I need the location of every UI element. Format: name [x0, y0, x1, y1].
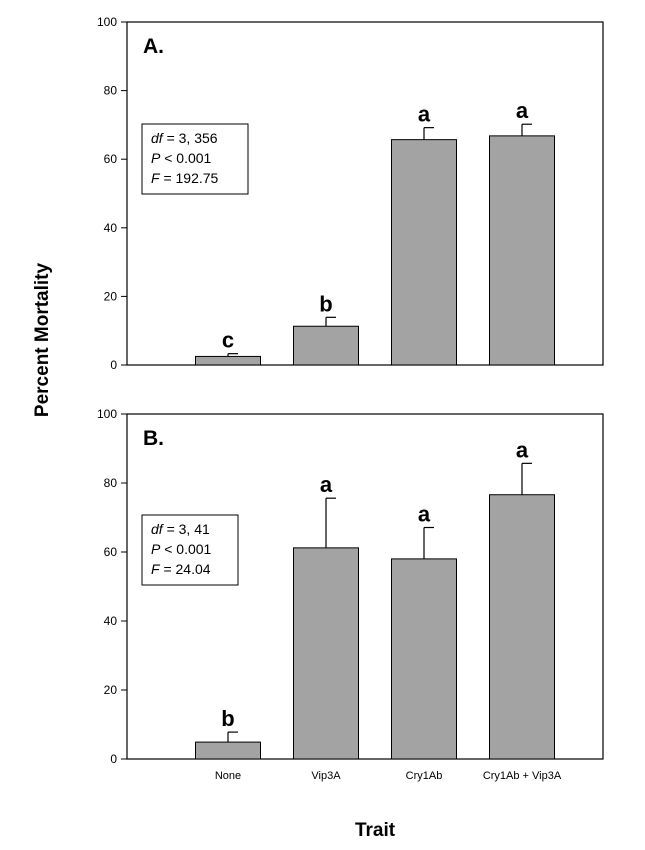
y-tick-label: 60 [104, 545, 118, 559]
significance-letter: a [418, 102, 431, 127]
y-tick-label: 0 [110, 752, 117, 766]
y-tick-label: 80 [104, 84, 118, 98]
stats-line: P < 0.001 [151, 150, 212, 166]
significance-letter: b [319, 291, 332, 316]
plot-frame [126, 21, 604, 366]
x-tick-label: Vip3A [311, 770, 341, 782]
significance-letter: a [516, 437, 529, 462]
significance-letter: a [516, 98, 529, 123]
stats-box [141, 123, 249, 195]
y-axis-title: Percent Mortality [32, 262, 53, 417]
chart-panel-a: 0 20 40 60 80 100 c b a a A. df = 3, 356 P < 0.001 F … [97, 15, 604, 372]
y-tick-label: 80 [104, 476, 118, 490]
bar [195, 355, 261, 366]
stats-line: df = 3, 356 [151, 130, 218, 146]
bar [489, 135, 555, 366]
x-tick-label: None [215, 770, 241, 782]
x-tick-label: Cry1Ab [406, 770, 443, 782]
stats-line: df = 3, 41 [151, 521, 210, 537]
bar [391, 558, 457, 760]
bar [489, 494, 555, 760]
significance-letter: a [418, 502, 431, 527]
stats-line: P < 0.001 [151, 541, 212, 557]
x-tick-label: Cry1Ab + Vip3A [483, 770, 562, 782]
stats-line: F = 24.04 [151, 561, 211, 577]
y-tick-label: 20 [104, 683, 118, 697]
y-tick-label: 20 [104, 289, 118, 303]
y-tick-label: 100 [97, 15, 117, 29]
significance-letter: b [221, 706, 234, 731]
x-axis-title: Trait [355, 820, 396, 841]
panel-label: A. [143, 35, 164, 58]
bar [391, 139, 457, 366]
stats-line: F = 192.75 [151, 170, 219, 186]
significance-letter: c [222, 328, 234, 353]
y-tick-label: 40 [104, 221, 118, 235]
y-tick-label: 0 [110, 358, 117, 372]
stats-box [141, 514, 239, 586]
bar [195, 741, 261, 760]
y-tick-label: 100 [97, 407, 117, 421]
bar [293, 325, 359, 366]
y-tick-label: 40 [104, 614, 118, 628]
y-tick-label: 60 [104, 152, 118, 166]
chart-panel-b: 0 20 40 60 80 100 b a a a B. df = 3, 41 P < 0.001 F =… [97, 407, 604, 782]
plot-frame [126, 413, 604, 760]
bar [293, 547, 359, 760]
significance-letter: a [320, 472, 333, 497]
panel-label: B. [143, 427, 164, 450]
